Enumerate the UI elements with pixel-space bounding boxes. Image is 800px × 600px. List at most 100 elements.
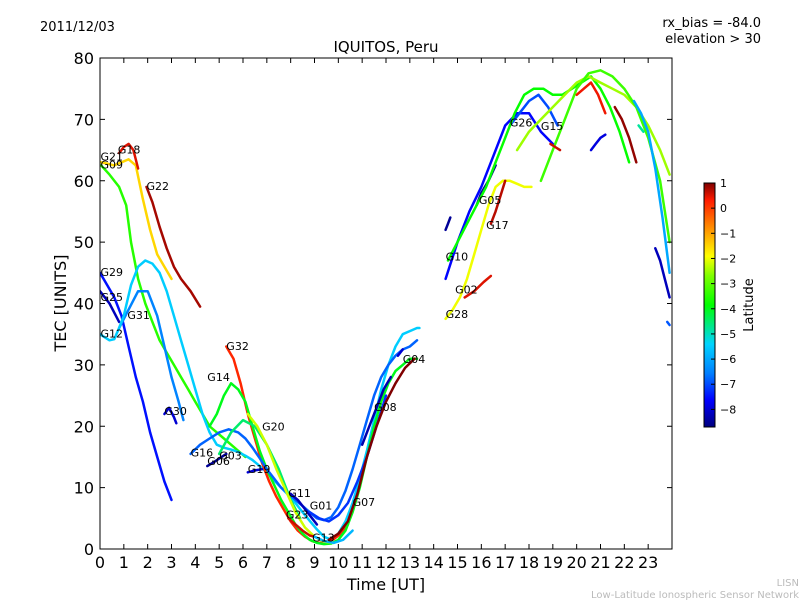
x-tick-label: 5 — [214, 553, 224, 572]
x-tick-label: 8 — [286, 553, 296, 572]
x-tick-label: 22 — [614, 553, 634, 572]
series-label: G32 — [226, 340, 249, 353]
series-line-30 — [446, 75, 631, 262]
y-tick-label: 50 — [74, 233, 94, 252]
series-line-9 — [208, 357, 419, 546]
series-label: G20 — [262, 421, 285, 434]
x-tick-label: 20 — [566, 553, 586, 572]
series-line-38 — [637, 124, 645, 133]
series-line-24 — [463, 274, 493, 299]
x-tick-label: 2 — [143, 553, 153, 572]
x-tick-label: 23 — [638, 553, 658, 572]
colorbar — [703, 182, 716, 428]
series-label: G01 — [310, 500, 333, 513]
y-tick-label: 30 — [74, 356, 94, 375]
series-line-5 — [100, 289, 121, 324]
colorbar-label: Latitude — [742, 278, 757, 332]
series-line-34 — [589, 133, 607, 152]
colorbar-tick-label: 0 — [720, 202, 727, 215]
x-tick-label: 16 — [471, 553, 491, 572]
series-label: G22 — [147, 180, 170, 193]
series-line-28 — [444, 111, 555, 281]
elevation-label: elevation > 30 — [665, 32, 761, 47]
colorbar-tick-label: −5 — [720, 328, 736, 341]
colorbar-tick-label: −2 — [720, 252, 736, 265]
x-tick-label: 15 — [447, 553, 467, 572]
series-label: G19 — [248, 463, 271, 476]
series-label: G15 — [541, 120, 564, 133]
series-line-16 — [289, 492, 319, 526]
footer-lisn: LISN — [777, 578, 799, 589]
series-label: G05 — [479, 194, 502, 207]
series-line-7 — [100, 259, 421, 542]
y-tick-label: 80 — [74, 49, 94, 68]
x-tick-label: 4 — [190, 553, 200, 572]
x-tick-label: 6 — [238, 553, 248, 572]
series-line-17 — [287, 517, 316, 538]
y-tick-label: 10 — [74, 479, 94, 498]
x-tick-label: 14 — [423, 553, 443, 572]
series-line-27 — [489, 179, 507, 225]
series-label: G13 — [312, 532, 335, 545]
series-label: G08 — [374, 401, 397, 414]
colorbar-tick-label: −4 — [720, 303, 736, 316]
series-label: G29 — [101, 266, 124, 279]
x-tick-label: 21 — [590, 553, 610, 572]
series-line-23 — [444, 216, 452, 232]
series-label: G25 — [101, 291, 124, 304]
x-tick-label: 0 — [95, 553, 105, 572]
y-tick-label: 60 — [74, 172, 94, 191]
series-label: G09 — [101, 159, 124, 172]
x-tick-label: 18 — [519, 553, 539, 572]
x-tick-label: 3 — [166, 553, 176, 572]
colorbar-tick-label: −1 — [720, 227, 736, 240]
colorbar-tick-label: −3 — [720, 278, 736, 291]
y-tick-label: 20 — [74, 417, 94, 436]
x-tick-label: 11 — [352, 553, 372, 572]
series-label: G03 — [219, 449, 242, 462]
series-line-37 — [654, 247, 671, 299]
series-line-14 — [246, 467, 264, 474]
x-tick-label: 9 — [309, 553, 319, 572]
x-tick-label: 12 — [376, 553, 396, 572]
y-tick-label: 40 — [74, 295, 94, 314]
series-line-22 — [396, 348, 404, 357]
series-label: G11 — [288, 487, 311, 500]
series-label: G04 — [403, 353, 426, 366]
series-label: G23 — [286, 508, 309, 521]
series-label: G18 — [118, 144, 141, 157]
footer-network: Low-Latitude Ionospheric Sensor Network — [591, 590, 799, 600]
series-label: G30 — [164, 405, 187, 418]
series-label: G26 — [510, 117, 533, 130]
x-tick-label: 7 — [262, 553, 272, 572]
series-layer — [100, 69, 671, 546]
series-line-4 — [100, 271, 173, 502]
series-line-40 — [665, 320, 671, 327]
x-axis-label: Time [UT] — [346, 575, 425, 594]
series-line-39 — [549, 142, 562, 152]
colorbar-tick-label: −8 — [720, 403, 736, 416]
series-line-10 — [163, 406, 178, 425]
series-label: G28 — [446, 308, 469, 321]
series-line-36 — [632, 99, 671, 275]
x-tick-label: 1 — [119, 553, 129, 572]
series-line-0 — [100, 158, 173, 281]
date-label: 2011/12/03 — [40, 20, 115, 35]
colorbar-tick-label: −6 — [720, 353, 736, 366]
series-label: G02 — [455, 284, 478, 297]
x-tick-label: 17 — [495, 553, 515, 572]
series-line-21 — [360, 375, 393, 446]
series-line-2 — [100, 164, 247, 459]
axis-ticks: 0 1 2 3 4 5 6 7 8 9 10 11 12 13 14 15 16 17 18 19 20 21 22 2301… — [74, 49, 672, 572]
series-label: G10 — [446, 251, 469, 264]
series-line-35 — [613, 105, 638, 164]
series-label: G21 — [101, 151, 124, 164]
series-label: G07 — [353, 496, 376, 509]
x-tick-label: 13 — [400, 553, 420, 572]
series-line-33 — [575, 81, 607, 115]
series-label: G31 — [127, 309, 150, 322]
series-label: G06 — [207, 455, 230, 468]
series-label: G16 — [191, 446, 214, 459]
series-line-13 — [206, 452, 228, 468]
